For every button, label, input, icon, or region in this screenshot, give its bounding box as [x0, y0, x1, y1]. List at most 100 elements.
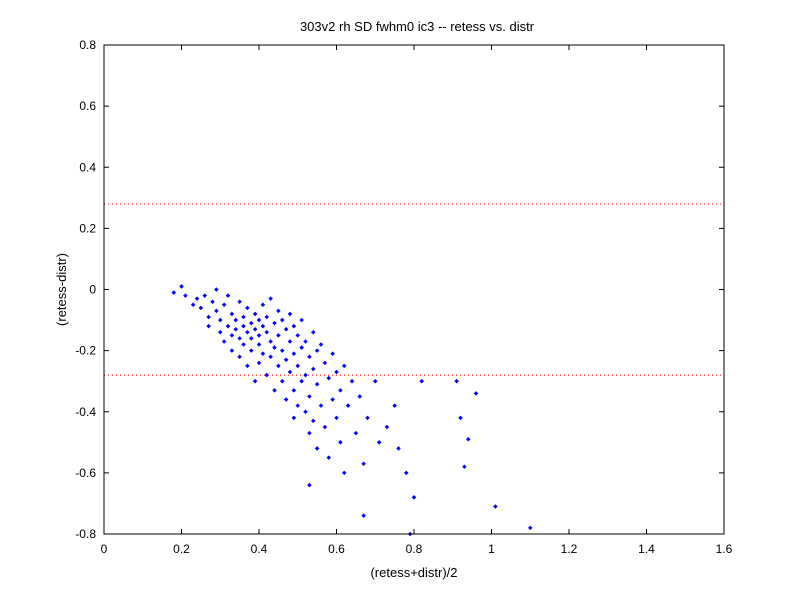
data-point — [314, 348, 320, 353]
x-tick-label: 0.4 — [251, 542, 268, 556]
data-point — [245, 363, 250, 369]
data-point — [256, 333, 262, 338]
data-point — [310, 418, 316, 424]
data-point — [245, 305, 250, 311]
data-point — [318, 342, 324, 347]
data-point — [233, 317, 239, 323]
data-point — [287, 369, 293, 375]
data-point — [299, 345, 304, 350]
data-point — [256, 360, 262, 366]
data-point — [361, 461, 366, 466]
y-tick-label: 0 — [89, 283, 96, 297]
data-point — [338, 388, 343, 393]
data-point — [202, 293, 208, 298]
data-point — [237, 336, 242, 341]
data-point — [411, 495, 417, 500]
data-point — [341, 363, 347, 369]
data-point — [268, 296, 273, 301]
x-tick-label: 0.8 — [406, 542, 423, 556]
data-point — [241, 314, 246, 320]
data-point — [268, 339, 273, 344]
data-point — [272, 388, 277, 393]
data-point — [252, 378, 258, 384]
data-point — [361, 513, 366, 518]
data-point — [276, 333, 281, 338]
data-point — [221, 302, 227, 308]
data-point — [229, 333, 235, 338]
data-point — [384, 424, 390, 430]
data-point — [179, 284, 184, 289]
data-point — [376, 440, 382, 445]
data-point — [252, 311, 258, 317]
data-point — [272, 345, 277, 350]
y-tick-label: -0.4 — [75, 405, 96, 419]
data-point — [206, 323, 211, 329]
data-point — [372, 378, 378, 384]
x-tick-label: 1.2 — [561, 542, 578, 556]
data-point — [272, 320, 277, 326]
data-point — [194, 296, 200, 301]
data-point — [307, 354, 312, 360]
y-tick-label: -0.6 — [75, 466, 96, 480]
data-point — [291, 388, 297, 393]
data-point — [326, 375, 332, 381]
data-point — [454, 378, 459, 384]
y-tick-label: 0.8 — [79, 38, 96, 52]
data-point — [314, 446, 320, 451]
data-point — [283, 357, 289, 363]
data-point — [241, 342, 246, 347]
data-point — [349, 378, 355, 384]
x-tick-label: 1 — [488, 542, 495, 556]
data-point — [334, 415, 339, 421]
reference-lines — [104, 203, 724, 376]
data-point — [299, 317, 304, 323]
x-axis-ticks: 0 0.2 0.4 0.6 0.8 1 1.2 1.4 1.6 — [101, 45, 733, 556]
data-point — [314, 381, 320, 387]
data-point — [214, 287, 219, 292]
data-point — [264, 314, 270, 320]
data-point — [241, 323, 246, 329]
data-point — [229, 348, 235, 353]
data-point — [303, 409, 308, 415]
y-tick-label: 0.6 — [79, 99, 96, 113]
data-point — [198, 305, 204, 311]
data-point — [396, 446, 401, 451]
data-point — [260, 351, 266, 356]
data-point — [256, 342, 262, 347]
y-tick-label: 0.2 — [79, 221, 96, 235]
data-point — [353, 430, 359, 436]
data-point — [283, 397, 289, 402]
data-point — [419, 378, 425, 384]
data-point — [276, 363, 281, 369]
data-point — [310, 366, 316, 372]
data-point — [214, 308, 219, 314]
data-point — [210, 299, 215, 304]
data-point — [322, 360, 328, 366]
data-point — [225, 323, 231, 329]
data-point — [403, 470, 409, 476]
data-point — [256, 317, 262, 323]
y-tick-label: -0.8 — [75, 527, 96, 541]
x-tick-label: 0 — [101, 542, 108, 556]
data-point — [217, 330, 223, 335]
data-point — [330, 397, 335, 402]
data-point — [299, 378, 304, 384]
data-point — [248, 336, 254, 341]
data-point — [206, 314, 211, 320]
data-point — [260, 323, 266, 329]
data-point — [248, 348, 254, 353]
data-point — [338, 440, 343, 445]
data-point — [268, 354, 273, 360]
x-tick-label: 0.6 — [328, 542, 345, 556]
data-point — [245, 330, 250, 335]
data-point — [345, 403, 351, 408]
data-point — [307, 394, 312, 399]
data-point — [183, 293, 188, 298]
data-point — [330, 351, 335, 356]
data-point — [326, 455, 332, 460]
data-point — [473, 391, 479, 396]
data-point — [392, 403, 397, 408]
x-tick-label: 1.6 — [716, 542, 733, 556]
